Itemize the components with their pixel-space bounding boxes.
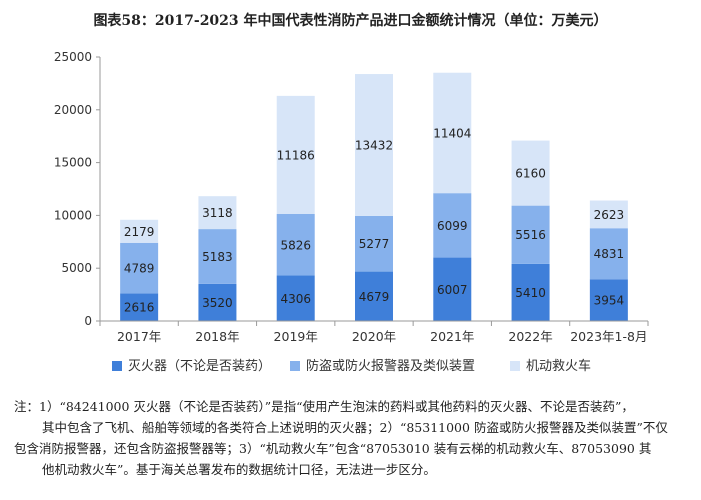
data-label: 5826 <box>280 238 311 252</box>
y-tick-label: 5000 <box>61 261 92 275</box>
bar-segment <box>120 219 159 243</box>
bar-segment <box>433 72 472 194</box>
y-tick-label: 25000 <box>54 50 92 64</box>
legend-swatch <box>112 361 122 371</box>
bar-segment <box>276 214 315 276</box>
footnote-line: 包含消防报警器，还包含防盗报警器等；3）“机动救火车”包含“87053010 装… <box>14 441 652 456</box>
footnote-line: 其中包含了飞机、船舶等领域的各类符合上述说明的灭火器；2）“85311000 防… <box>42 420 668 435</box>
footnote: 注：1）“84241000 灭火器（不论是否装药）”是指“使用产生泡沫的药料或其… <box>14 396 690 480</box>
bar-segment <box>120 293 159 321</box>
data-label: 13432 <box>355 138 393 152</box>
bar-segment <box>589 228 628 280</box>
x-tick-label: 2022年 <box>508 329 552 344</box>
bar-segment <box>355 215 393 272</box>
data-label: 3118 <box>202 206 233 220</box>
data-label: 6007 <box>437 283 468 297</box>
data-label: 4306 <box>280 292 311 306</box>
data-label: 2616 <box>124 301 155 315</box>
legend-label: 防盗或防火报警器及类似装置 <box>306 358 475 374</box>
bar-segment <box>198 196 237 230</box>
data-label: 6160 <box>515 167 546 181</box>
data-label: 4679 <box>359 290 390 304</box>
legend-label: 机动救火车 <box>526 358 591 374</box>
x-tick-label: 2021年 <box>430 329 474 344</box>
x-tick-label: 2017年 <box>117 329 161 344</box>
bar-segment <box>355 74 393 216</box>
footnote-line: 注：1）“84241000 灭火器（不论是否装药）”是指“使用产生泡沫的药料或其… <box>14 399 634 414</box>
data-label: 2623 <box>594 208 625 222</box>
bar-segment <box>198 283 237 321</box>
bar-segment <box>589 279 628 321</box>
bar-segment <box>276 275 315 321</box>
bar-segment <box>511 140 550 206</box>
bar-segment <box>198 229 237 284</box>
data-label: 6099 <box>437 219 468 233</box>
stacked-bar-chart: 0 5000 10000 15000 20000 25000 2616 4789 2179 352… <box>54 50 649 374</box>
x-tick-label: 2023年1-8月 <box>570 329 647 344</box>
x-tick-label: 2019年 <box>274 329 318 344</box>
x-tick-label: 2020年 <box>352 329 396 344</box>
x-tick-label: 2018年 <box>195 329 239 344</box>
bar-segment <box>511 263 550 321</box>
data-label: 11186 <box>277 148 315 162</box>
y-tick-label: 10000 <box>54 208 92 222</box>
footnote-line: 他机动救火车”。基于海关总署发布的数据统计口径，无法进一步区分。 <box>42 462 436 477</box>
data-label: 11404 <box>433 126 471 140</box>
bar-segment <box>589 200 628 229</box>
y-tick-label: 15000 <box>54 156 92 170</box>
bar-segment <box>276 95 315 215</box>
legend-swatch <box>290 361 300 371</box>
bar-segment <box>433 257 472 321</box>
data-label: 2179 <box>124 225 155 239</box>
y-tick-label: 0 <box>84 314 92 328</box>
y-tick-label: 20000 <box>54 103 92 117</box>
data-label: 4831 <box>594 247 625 261</box>
data-label: 3520 <box>202 296 233 310</box>
data-label: 3954 <box>594 294 625 308</box>
legend-swatch <box>510 361 520 371</box>
chart-title: 图表58：2017-2023 年中国代表性消防产品进口金额统计情况（单位：万美元… <box>93 13 608 29</box>
legend-label: 灭火器（不论是否装药） <box>128 359 271 374</box>
data-label: 5183 <box>202 250 233 264</box>
data-label: 5410 <box>515 286 546 300</box>
data-label: 5516 <box>515 228 546 242</box>
bar-segment <box>355 271 393 321</box>
bar-segment <box>120 242 159 294</box>
bar-segment <box>433 193 472 258</box>
bar-segment <box>511 205 550 264</box>
data-label: 4789 <box>124 262 155 276</box>
data-label: 5277 <box>359 237 390 251</box>
